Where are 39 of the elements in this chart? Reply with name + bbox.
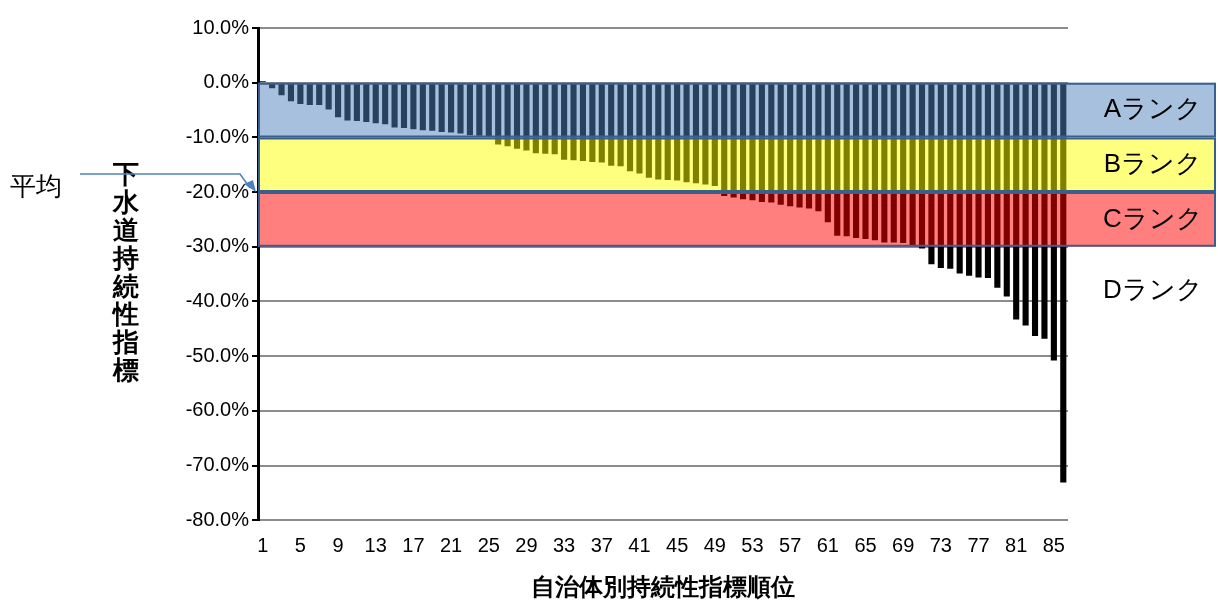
x-tick-label: 57 xyxy=(779,533,802,556)
y-tick-label: -10.0% xyxy=(185,124,250,147)
y-tick-label: -30.0% xyxy=(185,234,250,257)
text: Dランク xyxy=(1103,273,1203,304)
y-tick-label: -20.0% xyxy=(185,179,250,202)
y-tick-label: 0.0% xyxy=(203,70,250,93)
x-tick-label: 65 xyxy=(854,533,877,556)
text: 平均 xyxy=(10,171,62,202)
x-tick-label: 33 xyxy=(552,533,576,556)
x-tick-label: 49 xyxy=(703,533,726,556)
x-tick-label: 73 xyxy=(929,533,952,556)
x-tick-label: 1 xyxy=(257,533,269,556)
y-tick-label: -70.0% xyxy=(185,453,250,476)
y-tick-label: 10.0% xyxy=(192,15,250,38)
x-tick-label: 5 xyxy=(294,533,306,556)
x-tick-label: 21 xyxy=(439,533,463,556)
band-label: Bランク xyxy=(1103,147,1203,178)
x-tick-label: 41 xyxy=(628,533,651,556)
y-tick-label: -50.0% xyxy=(185,343,250,366)
x-tick-label: 45 xyxy=(666,533,689,556)
x-tick-label: 25 xyxy=(477,533,500,556)
x-tick-label: 29 xyxy=(515,533,538,556)
x-axis-title: 自治体別持続性指標順位 xyxy=(531,573,795,601)
y-tick-label: -60.0% xyxy=(185,398,250,421)
x-tick-label: 81 xyxy=(1005,533,1028,556)
x-tick-label: 13 xyxy=(364,533,387,556)
band-label: Cランク xyxy=(1103,202,1203,233)
x-tick-label: 77 xyxy=(967,533,990,556)
band-label: Aランク xyxy=(1103,93,1203,124)
y-tick-label: -40.0% xyxy=(185,288,250,311)
x-tick-label: 53 xyxy=(741,533,764,556)
y-tick-label: -80.0% xyxy=(185,507,250,530)
y-axis-title: 下水道持続性指標 xyxy=(111,159,140,386)
x-tick-label: 85 xyxy=(1042,533,1065,556)
x-tick-label: 61 xyxy=(816,533,839,556)
x-tick-label: 37 xyxy=(590,533,613,556)
x-tick-label: 17 xyxy=(402,533,425,556)
x-tick-label: 69 xyxy=(892,533,915,556)
x-tick-label: 9 xyxy=(332,533,344,556)
